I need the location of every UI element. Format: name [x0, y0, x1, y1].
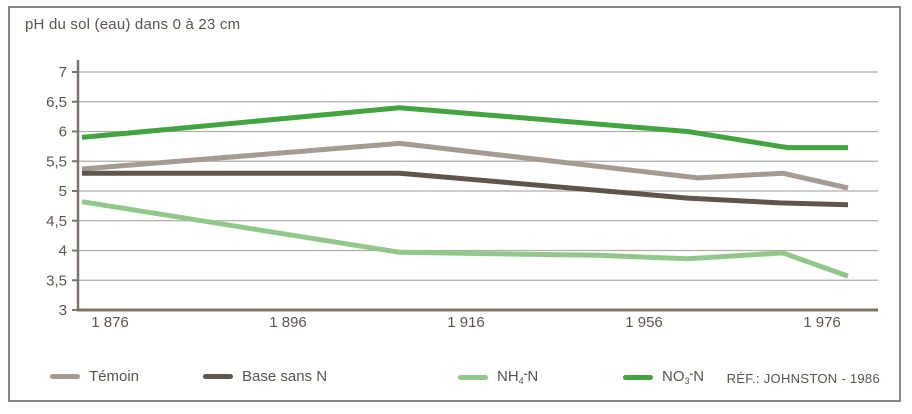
legend-color-chip [458, 374, 488, 380]
legend-label: NH4-N [497, 368, 539, 386]
legend-label: Base sans N [242, 368, 328, 385]
y-tick-label: 4,5 [46, 213, 67, 230]
series-line-t-moin [81, 140, 849, 191]
x-tick-label: 1 956 [625, 314, 663, 331]
y-tick-label: 3,5 [46, 272, 67, 289]
x-tick-label: 1 876 [91, 314, 129, 331]
legend-color-chip [203, 374, 233, 379]
legend-item-no3-n: NO3-N [623, 368, 704, 386]
legend-item-base-sans-n: Base sans N [203, 368, 327, 385]
y-tick-label: 4 [59, 243, 67, 260]
x-tick-label: 1 896 [269, 314, 307, 331]
legend-label: Témoin [89, 368, 140, 385]
legend-item-nh4-n: NH4-N [458, 368, 538, 386]
x-tick-label: 1 976 [803, 314, 841, 331]
y-tick-label: 5,5 [46, 153, 67, 170]
y-tick-label: 6,5 [46, 94, 67, 111]
series-line-base-sans-n [82, 170, 849, 208]
legend-color-chip [623, 374, 653, 380]
x-tick-label: 1 916 [447, 314, 485, 331]
y-tick-label: 5 [59, 183, 67, 200]
legend-item-t-moin: Témoin [50, 368, 139, 385]
legend-label: NO3-N [662, 368, 705, 386]
y-tick-label: 3 [59, 302, 67, 319]
series-line-no3-n [81, 105, 848, 151]
y-tick-label: 6 [59, 124, 67, 141]
y-tick-label: 7 [59, 64, 67, 81]
chart-title: pH du sol (eau) dans 0 à 23 cm [25, 16, 241, 33]
reference-label: RÉF.: JOHNSTON - 1986 [726, 371, 880, 386]
legend-color-chip [50, 374, 80, 379]
series-line-nh4-n [81, 199, 849, 279]
